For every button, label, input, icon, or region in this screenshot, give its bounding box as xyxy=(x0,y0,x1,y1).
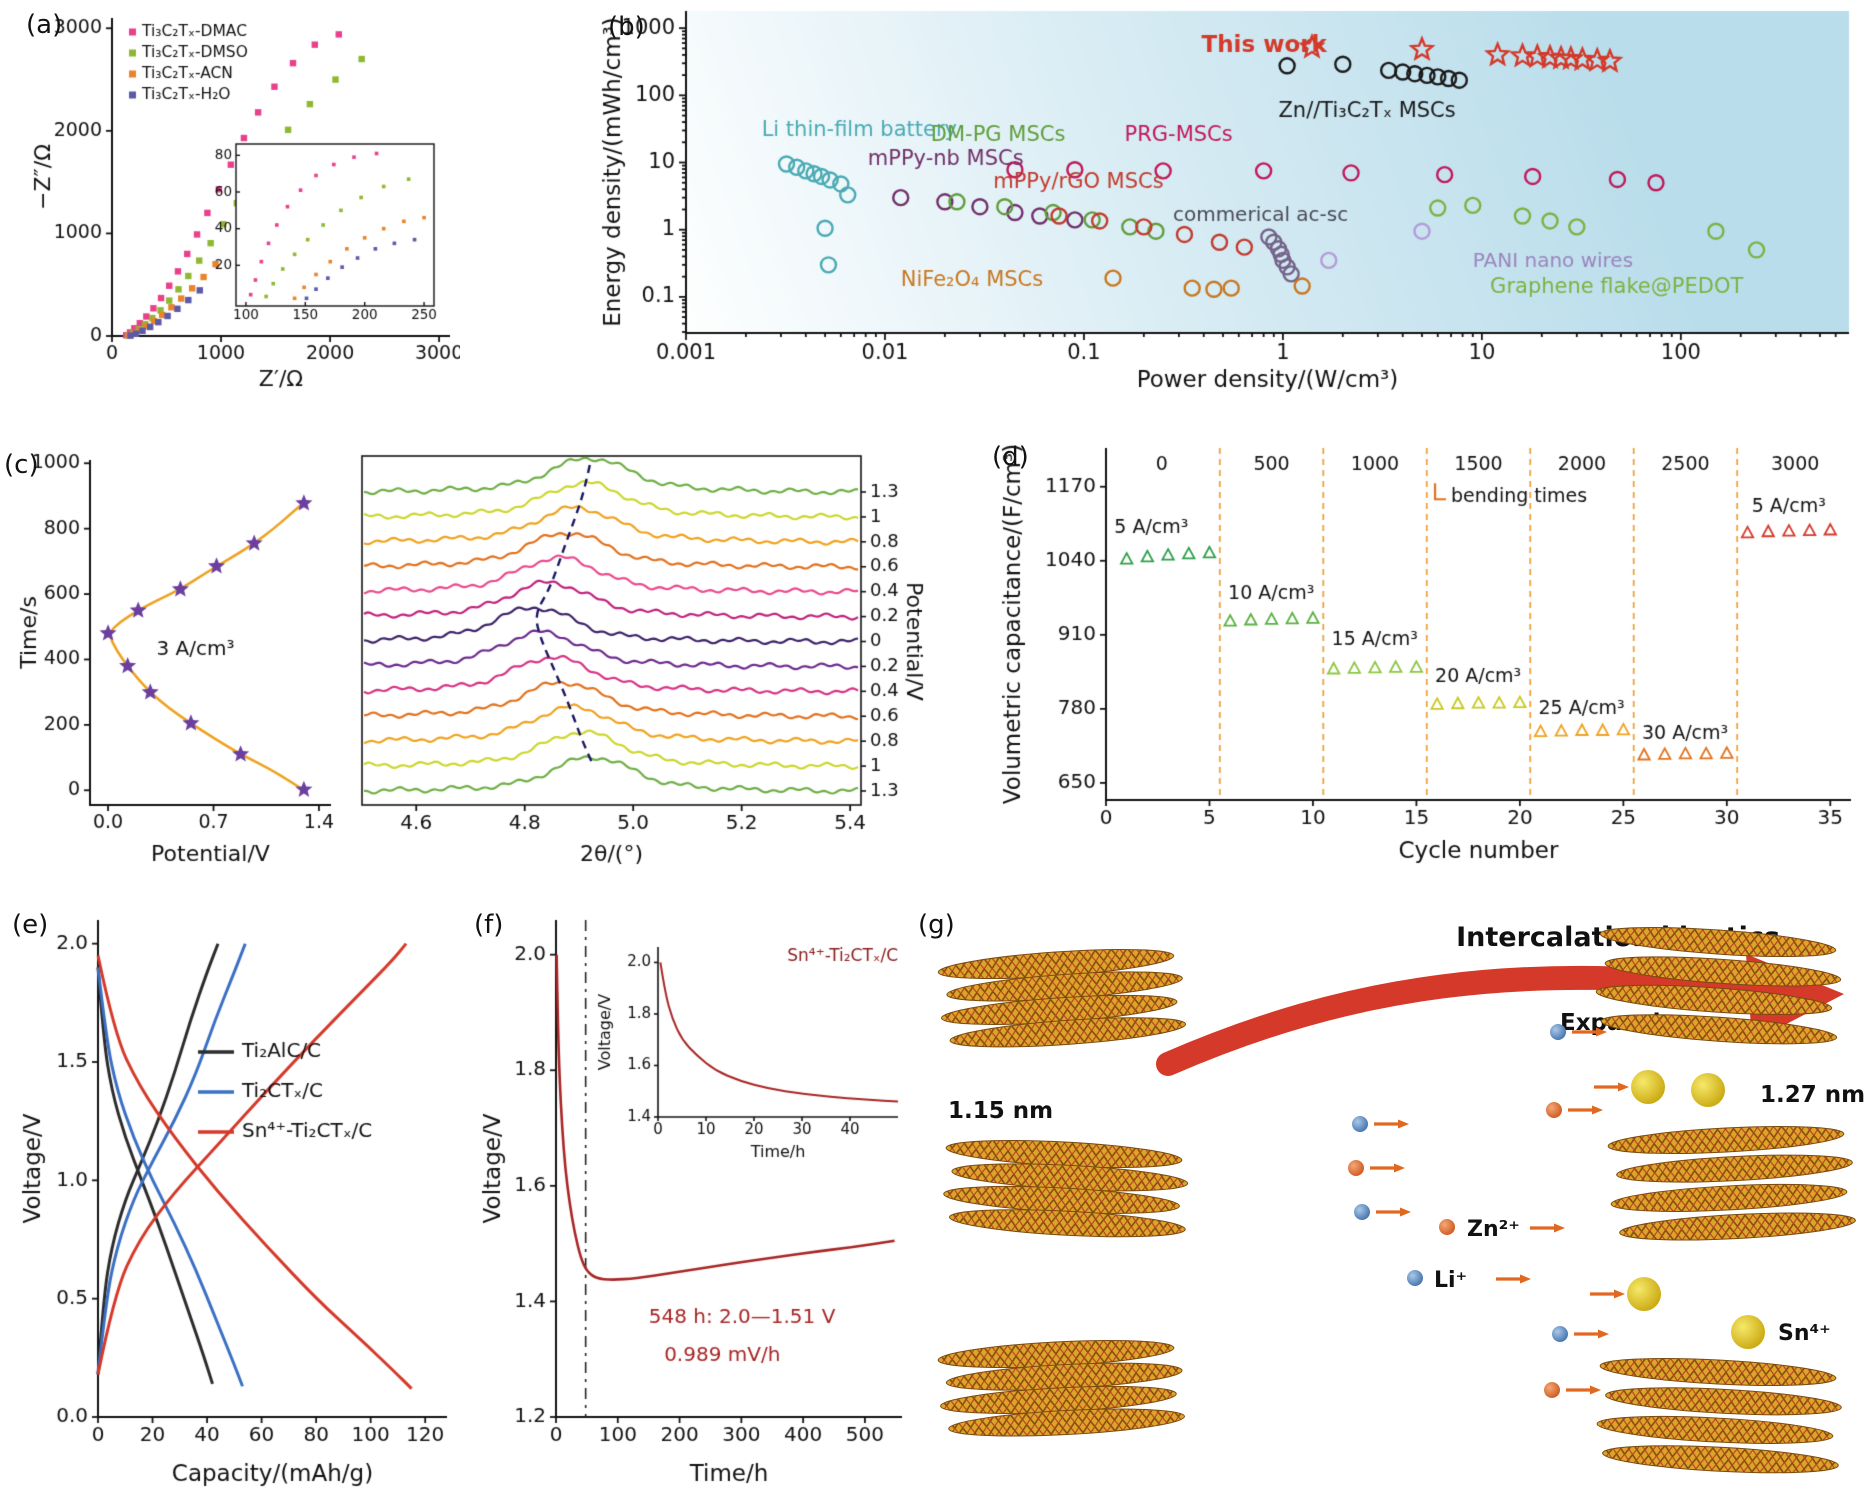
panel-label-a: (a) xyxy=(26,10,63,40)
li-ion xyxy=(1354,1204,1370,1220)
panel-label-e: (e) xyxy=(12,910,49,940)
sn-ion xyxy=(1691,1073,1725,1107)
li-ion xyxy=(1352,1116,1368,1132)
sn-ion xyxy=(1627,1277,1661,1311)
zn-ion xyxy=(1439,1219,1455,1235)
nyquist-plot-canvas xyxy=(20,8,460,400)
panel-label-b: (b) xyxy=(608,12,645,42)
panel-label-g: (g) xyxy=(918,910,955,940)
ion-group: Zn²⁺ Li⁺ xyxy=(1348,1024,1631,1398)
rate-capability-canvas xyxy=(988,440,1865,872)
right-spacing-label: 1.27 nm xyxy=(1760,1082,1865,1108)
ragone-plot-canvas xyxy=(588,5,1865,403)
li-ion xyxy=(1407,1270,1423,1286)
intercalation-arrow xyxy=(1156,965,1780,1076)
xrd-stack-canvas xyxy=(352,448,927,873)
sn-ion xyxy=(1631,1070,1665,1104)
sn-label: Sn⁴⁺ xyxy=(1778,1321,1831,1346)
self-discharge-canvas xyxy=(468,902,916,1497)
intercalation-schematic: Intercalation kinetics Expansion 1.15 nm… xyxy=(918,902,1865,1497)
zn-label: Zn²⁺ xyxy=(1467,1217,1520,1242)
li-label: Li⁺ xyxy=(1434,1268,1467,1293)
zn-ion xyxy=(1546,1102,1562,1118)
panel-label-f: (f) xyxy=(474,910,504,940)
mxene-stack-left xyxy=(937,943,1189,1441)
gcd-time-potential-canvas xyxy=(8,448,343,873)
sn-ion-group: Sn⁴⁺ xyxy=(1627,1070,1831,1349)
zn-ion xyxy=(1544,1382,1560,1398)
panel-label-c: (c) xyxy=(4,450,39,480)
li-ion xyxy=(1552,1326,1568,1342)
panel-label-d: (d) xyxy=(992,442,1029,472)
charge-discharge-canvas xyxy=(8,902,463,1497)
sn-ion xyxy=(1731,1315,1765,1349)
li-ion xyxy=(1550,1024,1566,1040)
zn-ion xyxy=(1348,1160,1364,1176)
mxene-stack-right xyxy=(1593,922,1856,1478)
left-spacing-label: 1.15 nm xyxy=(948,1098,1053,1124)
